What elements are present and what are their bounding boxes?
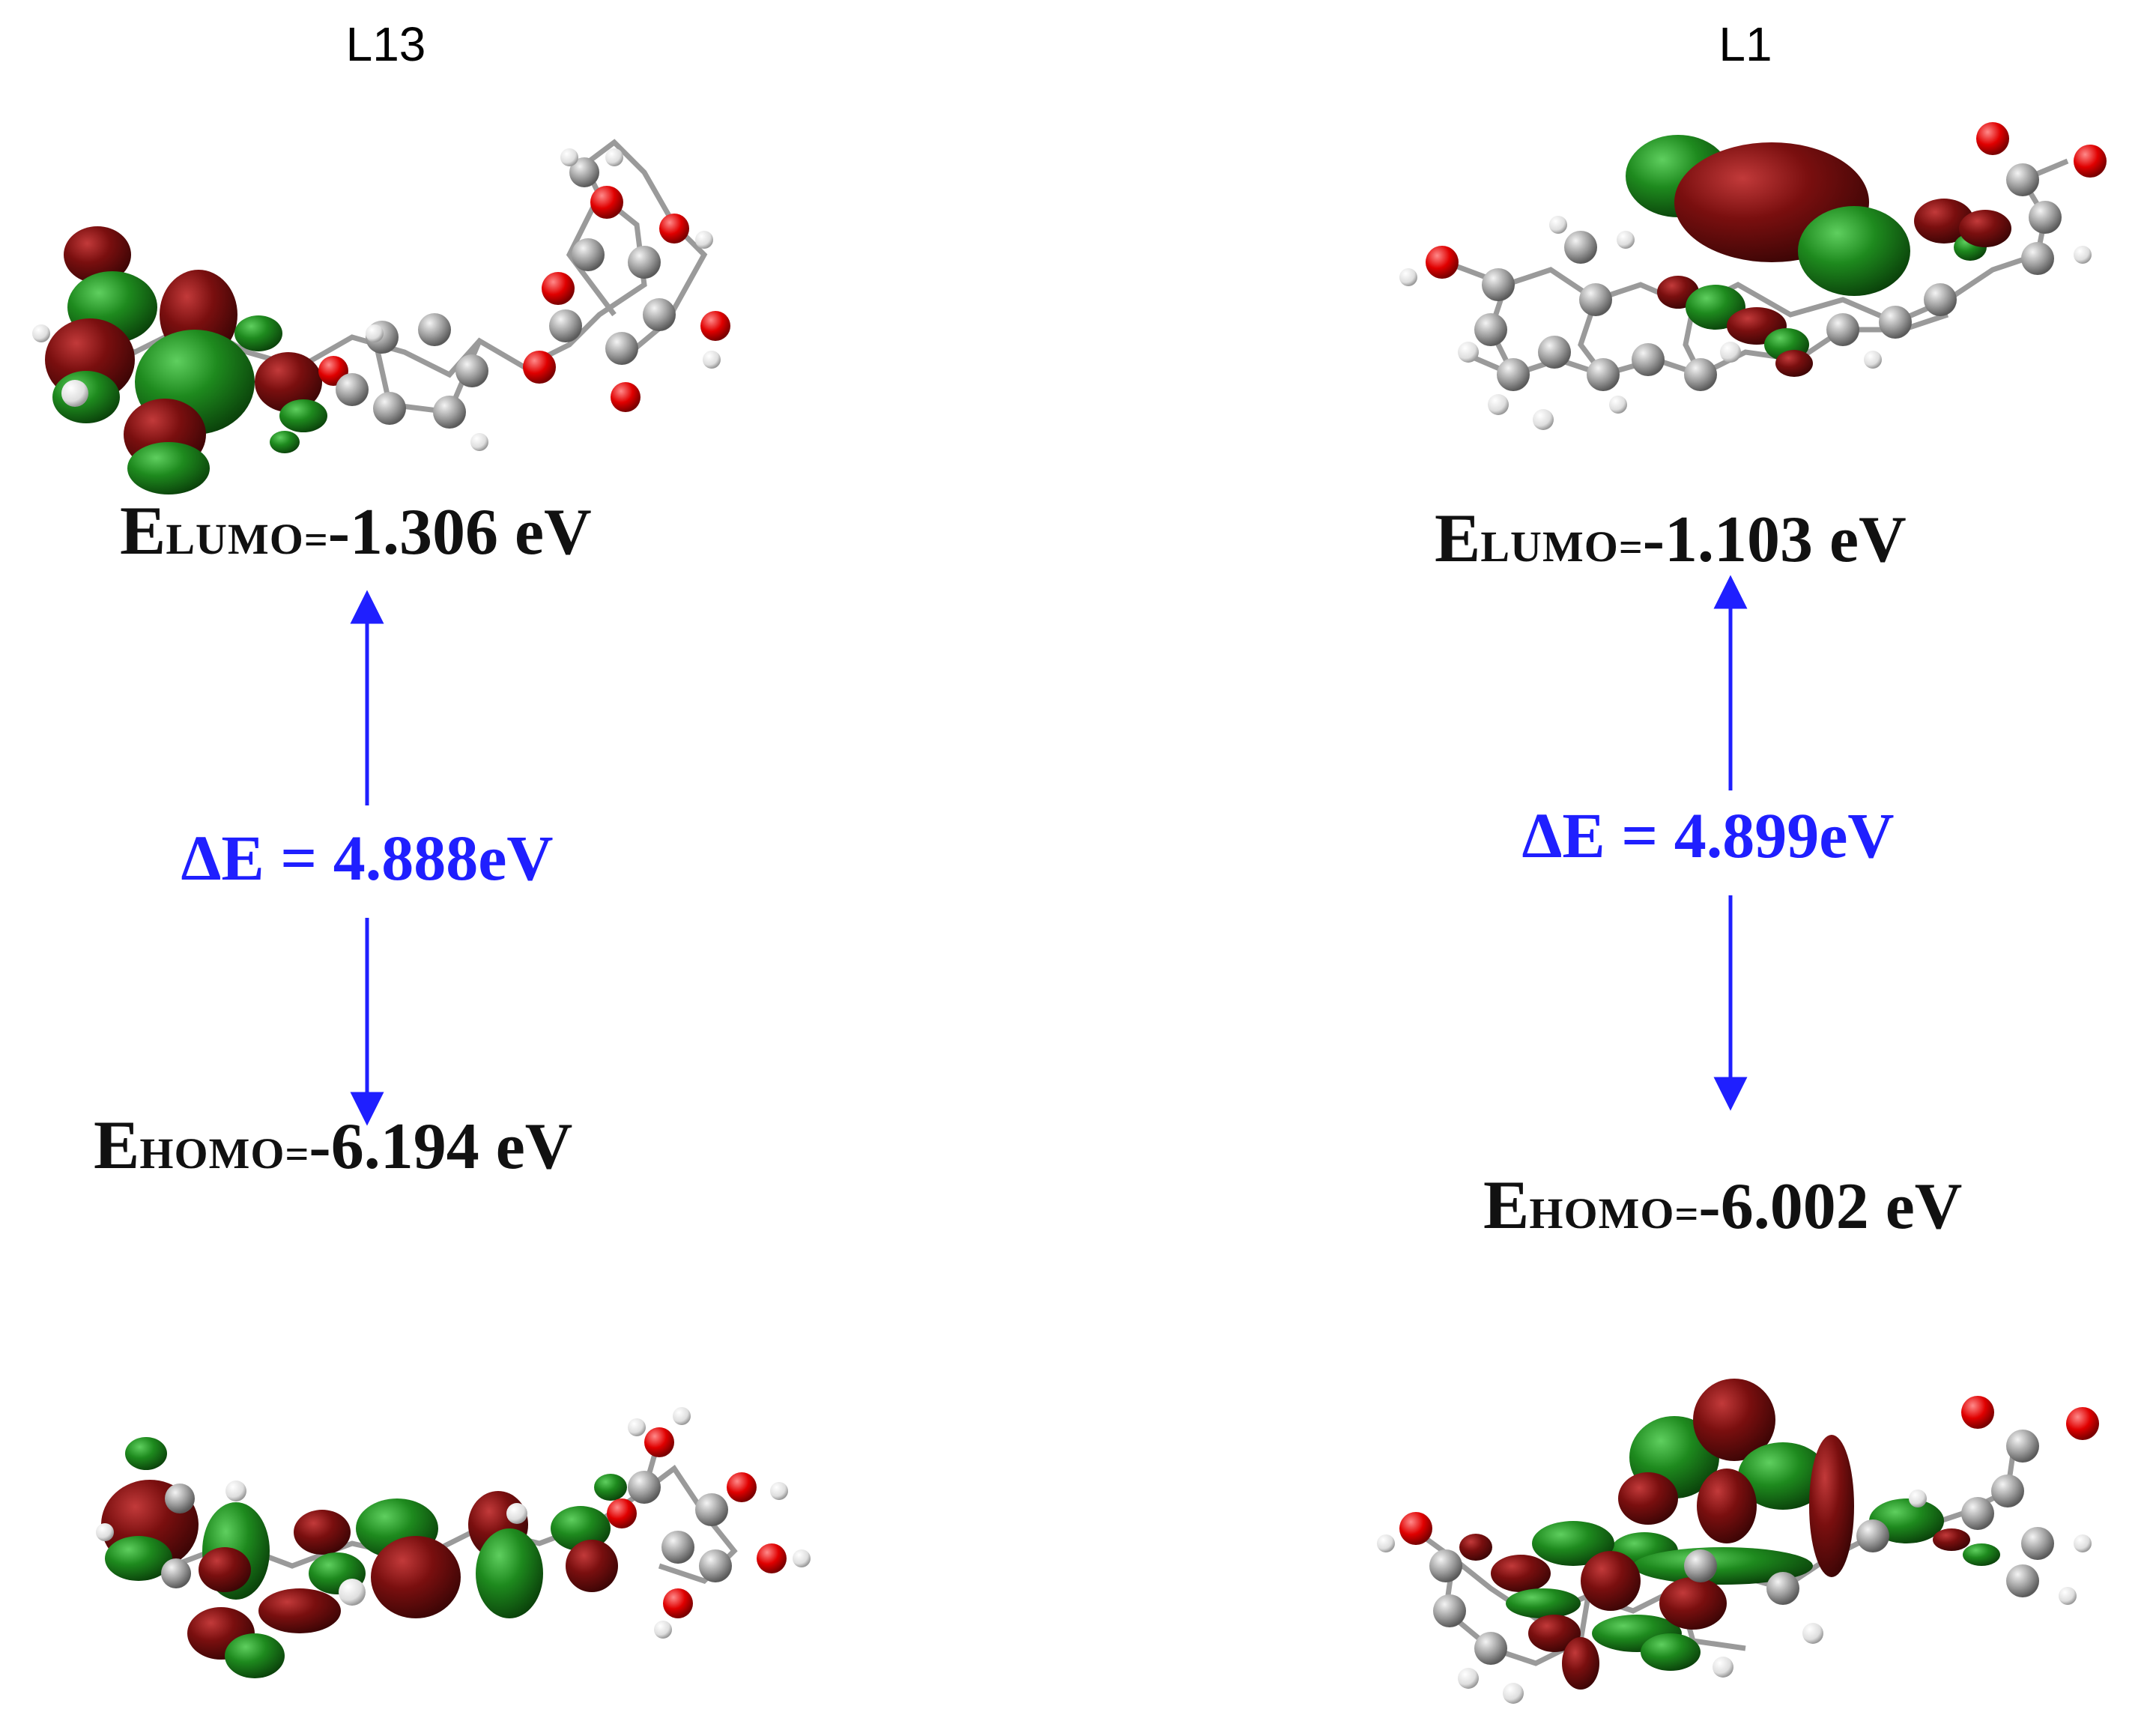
energy-value: -6.194 eV: [309, 1110, 573, 1183]
energy-value: -6.002 eV: [1698, 1170, 1963, 1243]
molecule-orbital-image-l13-lumo: [32, 139, 730, 495]
energy-equals: =: [285, 1131, 309, 1178]
energy-gap-l1: ΔE = 4.899eV: [1521, 799, 1895, 871]
lumo-label-l13: ELUMO=-1.306 eV: [120, 491, 592, 570]
energy-symbol: E: [94, 1107, 140, 1183]
panel-title-l1: L1: [1719, 17, 1772, 71]
lumo-label-l1: ELUMO=-1.103 eV: [1435, 498, 1907, 578]
energy-gap-l13: ΔE = 4.888eV: [181, 822, 554, 894]
energy-subscript: LUMO: [1480, 522, 1619, 571]
molecule-orbital-image-l1-lumo: [1399, 122, 2107, 430]
energy-value: -1.103 eV: [1642, 503, 1907, 576]
homo-label-l1: EHOMO=-6.002 eV: [1483, 1165, 1962, 1244]
energy-equals: =: [303, 517, 328, 563]
energy-value: -1.306 eV: [327, 496, 592, 569]
homo-label-l13: EHOMO=-6.194 eV: [94, 1105, 572, 1185]
molecule-orbital-image-l1-homo: [1377, 1379, 2099, 1704]
energy-equals: =: [1618, 524, 1643, 571]
energy-symbol: E: [1483, 1167, 1530, 1243]
energy-subscript: HOMO: [139, 1129, 285, 1178]
energy-subscript: HOMO: [1529, 1189, 1675, 1238]
energy-equals: =: [1674, 1191, 1699, 1238]
energy-symbol: E: [1435, 500, 1481, 576]
panel-title-l13: L13: [345, 17, 426, 71]
energy-subscript: LUMO: [166, 515, 304, 563]
energy-symbol: E: [120, 492, 166, 569]
molecule-orbital-image-l13-homo: [96, 1407, 811, 1678]
